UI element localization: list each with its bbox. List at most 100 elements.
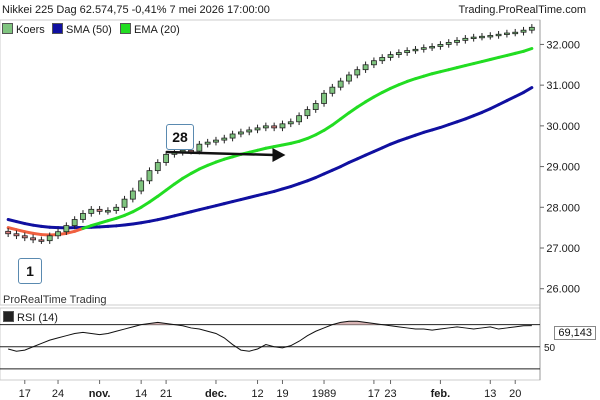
candle-body	[221, 137, 228, 141]
sma-color-icon	[52, 23, 63, 34]
candle-body	[354, 69, 361, 76]
y-tick-label: 27.000	[546, 243, 580, 255]
candle-body	[163, 153, 169, 163]
annotation-label-1[interactable]: 1	[18, 258, 42, 284]
rsi-level-label: 50	[544, 343, 556, 354]
ema-line-segment	[347, 105, 359, 115]
legend-rsi-label: RSI (14)	[17, 312, 58, 324]
sma-line-segment	[488, 103, 501, 111]
x-tick-label: 1989	[312, 388, 336, 400]
legend-rsi[interactable]: RSI (14)	[3, 311, 58, 324]
y-tick-label: 29.000	[546, 162, 580, 174]
candle-body	[146, 170, 153, 182]
candle-body	[63, 225, 70, 233]
candle-body	[154, 162, 161, 172]
candle-body	[470, 36, 477, 39]
candle-body	[213, 139, 219, 143]
candle-body	[312, 103, 319, 110]
y-tick-label: 28.000	[546, 202, 580, 214]
ema-line-segment	[372, 90, 384, 99]
sma-line-segment	[355, 153, 368, 161]
x-tick-label: feb.	[431, 388, 451, 400]
candle-body	[229, 133, 236, 139]
candle-body	[296, 115, 302, 123]
sma-line-segment	[314, 172, 326, 180]
ema-line-segment	[355, 100, 368, 109]
x-tick-label: 14	[135, 388, 147, 400]
x-tick-label: 21	[160, 388, 172, 400]
price-color-icon	[2, 23, 13, 34]
ema-line-segment	[389, 83, 401, 90]
y-tick-label: 32.000	[546, 39, 580, 51]
candle-body	[254, 127, 261, 131]
legend-sma-label: SMA (50)	[66, 24, 112, 36]
candle-body	[287, 121, 294, 125]
candle-body	[412, 48, 419, 52]
x-tick-label: 19	[276, 388, 288, 400]
candle-body	[528, 26, 535, 31]
y-tick-label: 26.000	[546, 284, 580, 296]
candle-body	[88, 208, 95, 214]
ema-line-segment	[380, 86, 393, 94]
candle-body	[445, 41, 452, 45]
candle-body	[246, 129, 253, 133]
ema-line-segment	[147, 194, 160, 204]
candle-body	[454, 39, 460, 43]
candle-body	[71, 219, 78, 227]
ema-line-segment	[172, 176, 185, 186]
rsi-value-badge: 69,143	[554, 326, 596, 340]
candle-body	[487, 35, 494, 38]
sma-line-segment	[372, 146, 384, 154]
candle-body	[321, 92, 327, 104]
candle-body	[329, 86, 336, 94]
sma-line-segment	[480, 107, 492, 114]
candle-body	[262, 125, 269, 129]
candle-body	[504, 32, 510, 35]
x-tick-label: 12	[251, 388, 263, 400]
x-tick-label: nov.	[89, 388, 111, 400]
x-tick-label: 17	[368, 388, 380, 400]
ema-line-segment	[314, 128, 326, 137]
candle-body	[304, 109, 311, 117]
candle-body	[30, 237, 36, 241]
candle-body	[129, 190, 136, 200]
candle-body	[80, 212, 86, 220]
candle-body	[337, 80, 344, 88]
legend-ema[interactable]: EMA (20)	[120, 23, 180, 36]
ema-line-segment	[522, 47, 534, 53]
sma-line-segment	[380, 142, 393, 150]
legend-price-label: Koers	[16, 24, 45, 36]
candle-body	[46, 235, 53, 242]
candle-body	[55, 231, 61, 237]
legend-sma[interactable]: SMA (50)	[52, 23, 112, 36]
rsi-line	[8, 320, 532, 352]
legend-price[interactable]: Koers	[2, 23, 45, 36]
legend-ema-label: EMA (20)	[134, 24, 180, 36]
candle-body	[395, 52, 402, 56]
candle-body	[238, 131, 244, 135]
sma-line-segment	[322, 168, 334, 176]
rsi-color-icon	[3, 311, 14, 322]
candle-body	[13, 233, 20, 237]
ema-line-segment	[123, 210, 135, 217]
sma-line-segment	[330, 165, 343, 172]
candle-body	[371, 60, 377, 66]
candle-body	[21, 235, 28, 239]
annotation-label-28[interactable]: 28	[166, 124, 194, 150]
ema-line-segment	[139, 200, 151, 209]
x-tick-label: 24	[52, 388, 64, 400]
candle-body	[462, 37, 469, 41]
chart-title: Nikkei 225 Dag 62.574,75 -0,41% 7 mei 20…	[2, 4, 270, 16]
x-tick-label: 20	[509, 388, 521, 400]
x-tick-label: dec.	[205, 388, 227, 400]
sma-line-segment	[364, 150, 376, 157]
ema-line-segment	[181, 171, 193, 180]
candle-body	[429, 46, 435, 49]
ema-line-segment	[164, 182, 176, 192]
candle-body	[279, 123, 286, 129]
source-label: Trading.ProRealTime.com	[458, 4, 586, 16]
y-tick-label: 30.000	[546, 121, 580, 133]
